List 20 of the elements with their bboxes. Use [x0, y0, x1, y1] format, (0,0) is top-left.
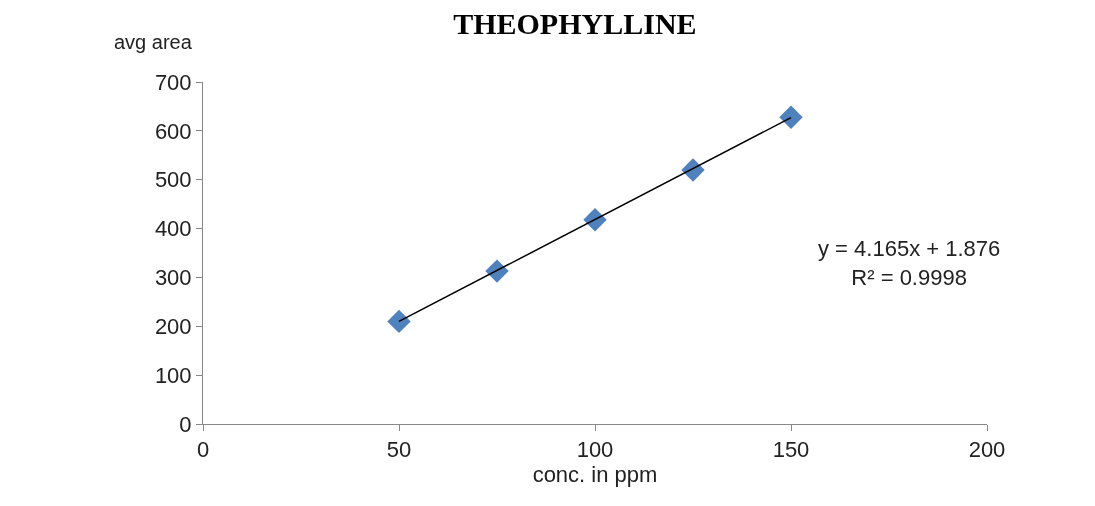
annotation: y = 4.165x + 1.876 [818, 236, 1001, 261]
x-tick-label: 150 [772, 437, 810, 463]
x-tick-label: 0 [196, 437, 210, 463]
x-tick-label: 100 [576, 437, 614, 463]
y-tick-label: 400 [154, 216, 192, 242]
y-tick-label: 0 [179, 411, 192, 437]
chart-title: THEOPHYLLINE [453, 6, 697, 40]
y-tick-label: 500 [154, 167, 192, 193]
y-tick-label: 300 [154, 265, 192, 291]
point [387, 309, 411, 334]
point [779, 105, 803, 129]
y-axis-title: avg area [114, 31, 193, 53]
x-tick-label: 200 [968, 437, 1006, 463]
y-tick-label: 700 [154, 69, 192, 95]
x-axis-title: conc. in ppm [532, 462, 658, 488]
y-tick-label: 200 [154, 313, 192, 339]
y-tick-label: 100 [154, 362, 192, 388]
y-tick-label: 600 [154, 118, 192, 144]
x-tick-label: 50 [386, 437, 412, 463]
annotation: R² = 0.9998 [851, 264, 967, 290]
